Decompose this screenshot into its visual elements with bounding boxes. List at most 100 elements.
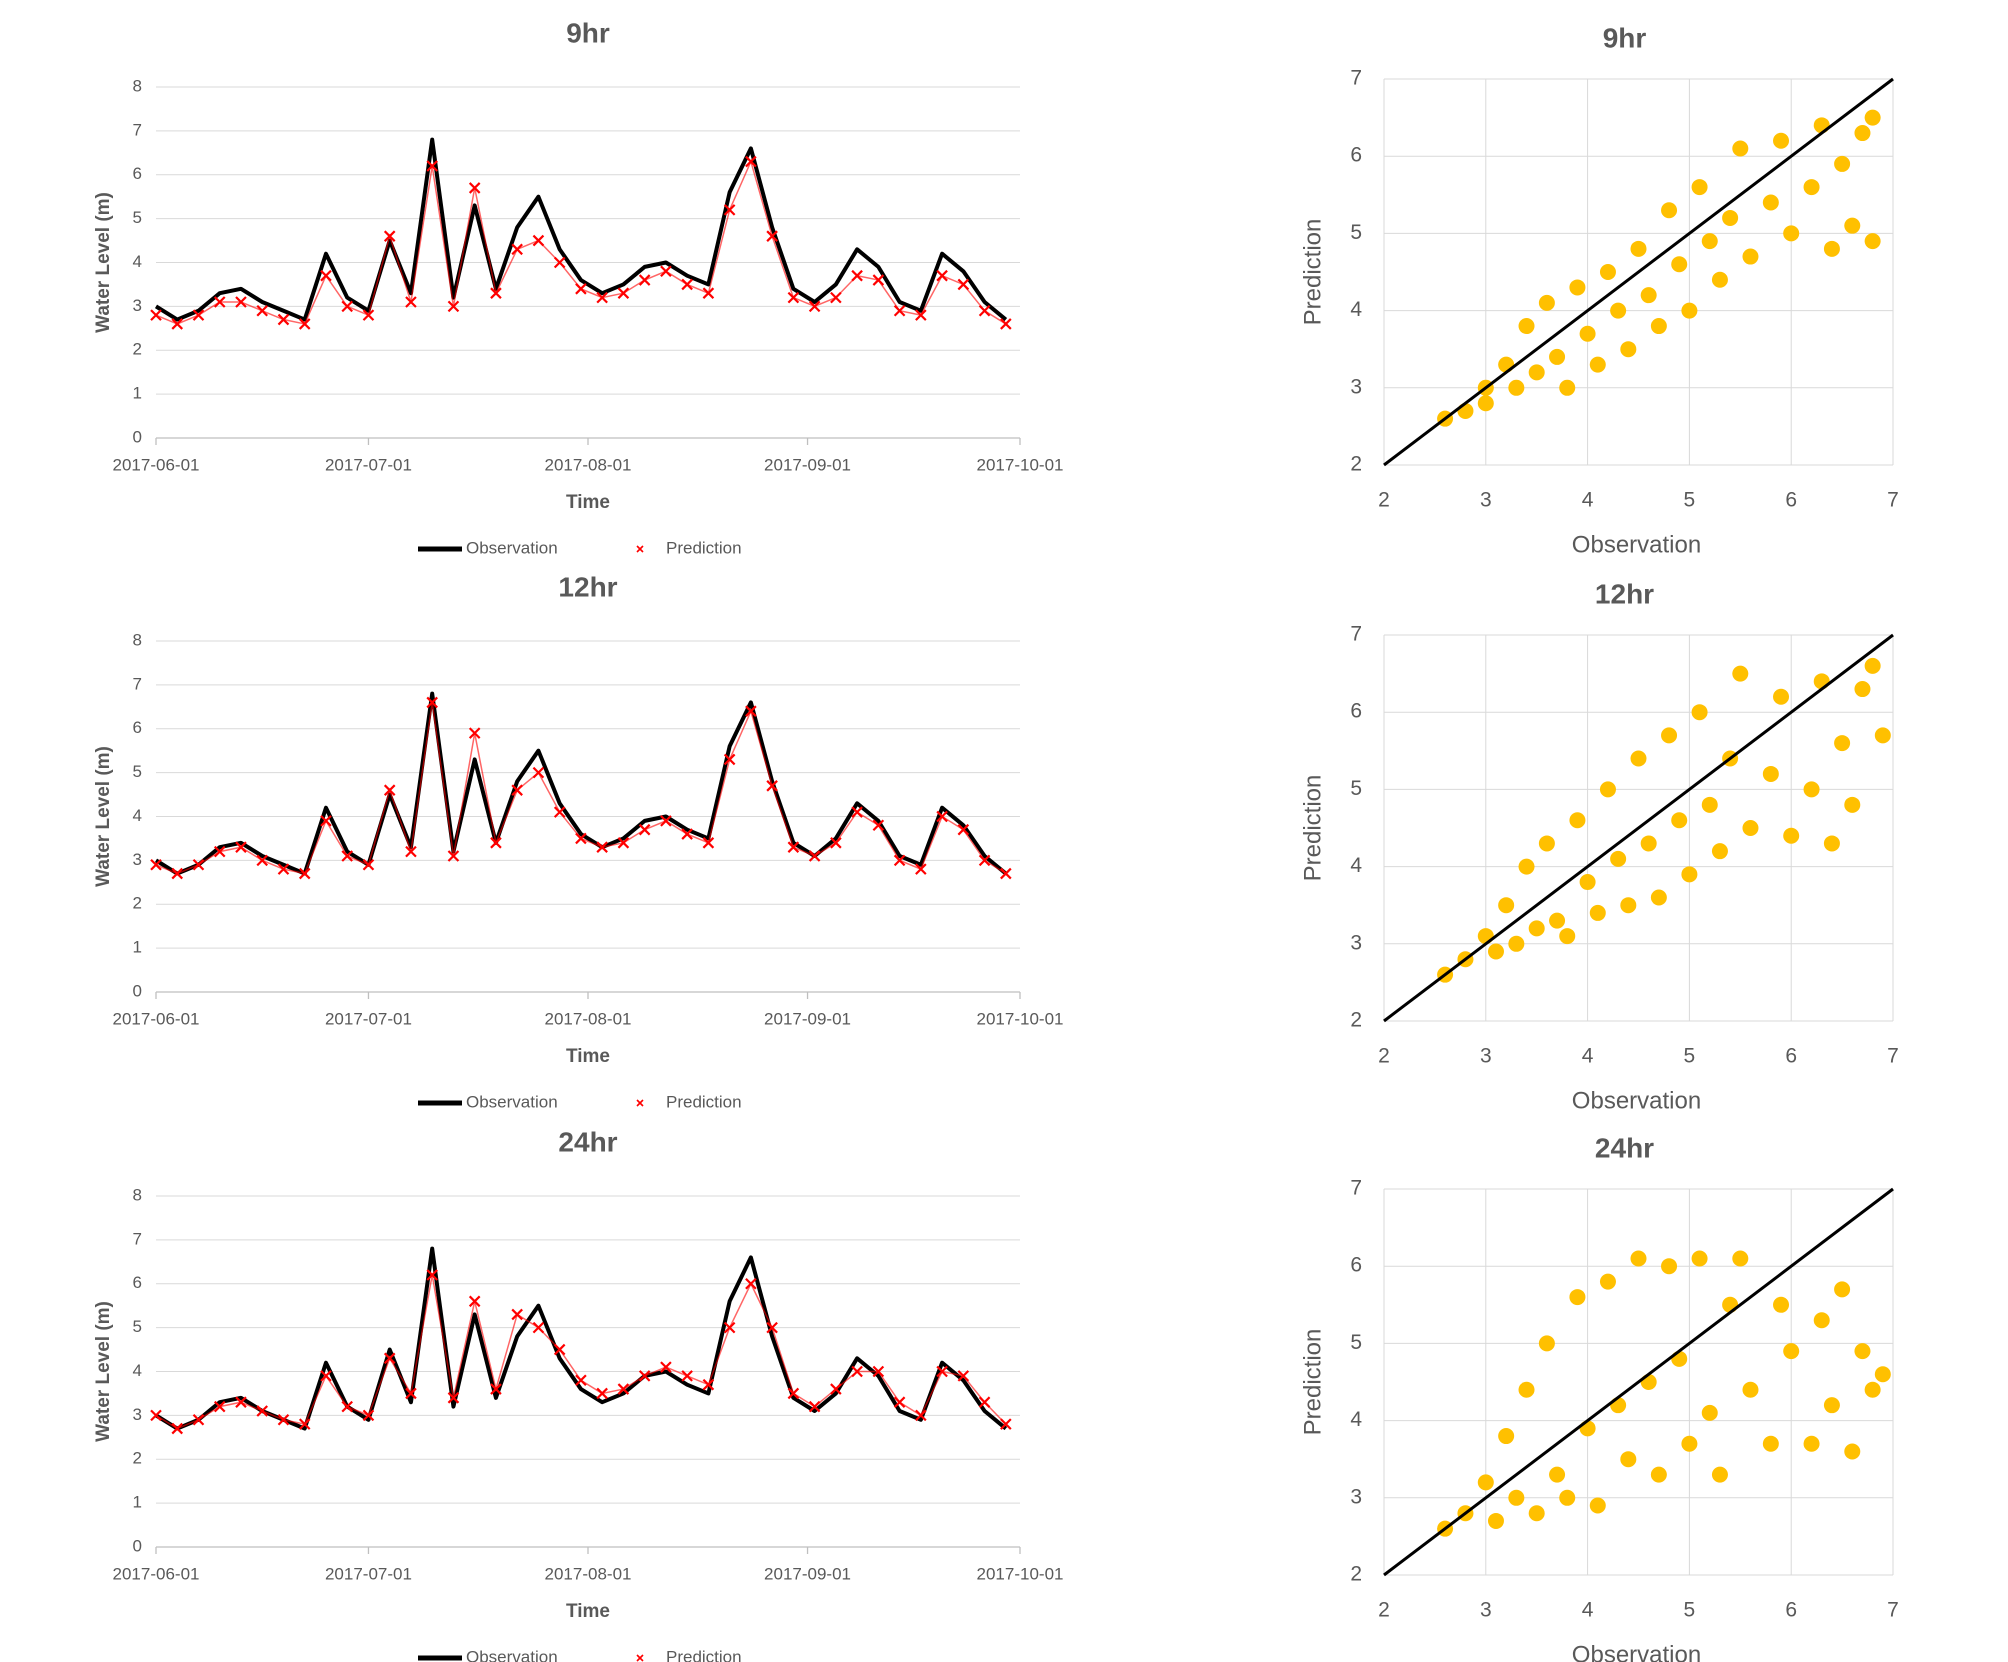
point [1640, 287, 1657, 304]
point [1701, 796, 1718, 813]
legend-label: Observation [466, 1647, 558, 1662]
y-tick-label: 8 [133, 630, 142, 649]
y-axis-title: Water Level (m) [93, 1301, 114, 1442]
point [1773, 688, 1790, 705]
point [1854, 125, 1871, 142]
x-tick-label: 2017-08-01 [545, 1009, 632, 1028]
legend-marker [636, 1654, 644, 1662]
y-tick-label: 7 [133, 1229, 142, 1248]
point [1834, 1281, 1851, 1298]
points [1437, 657, 1891, 983]
x-tick-label: 6 [1785, 489, 1797, 512]
identity-line [1383, 77, 1894, 467]
point [1559, 928, 1576, 945]
point [1773, 1296, 1790, 1313]
x-tick-label: 6 [1785, 1599, 1797, 1622]
point [1661, 1258, 1678, 1275]
point [1732, 1250, 1749, 1267]
x-tick-label: 2017-09-01 [764, 1009, 851, 1028]
point [1742, 820, 1759, 836]
point [1487, 1512, 1504, 1529]
point [1762, 765, 1779, 782]
point [1681, 302, 1698, 319]
point [1620, 897, 1637, 914]
point [1549, 1466, 1566, 1483]
point [1589, 356, 1606, 373]
y-tick-label: 6 [133, 164, 142, 183]
point [1803, 781, 1820, 798]
point [1518, 318, 1535, 335]
point [1661, 727, 1678, 744]
chart-title: 24hr [1595, 1132, 1654, 1163]
y-tick-label: 0 [133, 427, 142, 446]
y-tick-label: 2 [1350, 453, 1362, 476]
point [1569, 812, 1586, 829]
point [1508, 935, 1525, 952]
legend-label: Prediction [666, 1092, 742, 1111]
point [1691, 1250, 1708, 1267]
x-axis-title: Observation [1572, 531, 1701, 558]
prediction-markers [150, 696, 1012, 880]
point [1671, 1350, 1688, 1367]
point [1579, 874, 1596, 891]
points [1437, 109, 1881, 427]
point [1823, 1397, 1840, 1414]
y-tick-label: 1 [133, 1493, 142, 1512]
point [1650, 889, 1667, 906]
x-tick-label: 2017-07-01 [325, 1009, 412, 1028]
prediction-line [155, 1274, 1007, 1430]
point [1783, 225, 1800, 242]
point [1640, 1374, 1657, 1390]
x-tick-label: 2 [1378, 489, 1390, 512]
y-tick-label: 2 [133, 1449, 142, 1468]
point [1803, 1435, 1820, 1452]
y-axis-title: Prediction [1299, 775, 1326, 882]
x-tick-label: 7 [1887, 1045, 1899, 1068]
point [1528, 1505, 1545, 1522]
y-tick-label: 7 [1350, 67, 1362, 90]
point [1579, 1420, 1596, 1437]
chart-title: 12hr [558, 571, 617, 602]
point [1864, 233, 1881, 250]
x-marker [1000, 867, 1012, 880]
point [1691, 179, 1708, 196]
y-axis-title: Prediction [1299, 219, 1326, 326]
point [1569, 279, 1586, 296]
y-tick-label: 6 [1350, 1254, 1362, 1277]
x-tick-label: 4 [1582, 1045, 1594, 1068]
point [1579, 325, 1596, 342]
point [1783, 1343, 1800, 1360]
point [1671, 812, 1688, 829]
point [1691, 704, 1708, 721]
point [1742, 1381, 1759, 1398]
y-tick-label: 4 [133, 252, 142, 271]
y-axis-title: Prediction [1299, 1329, 1326, 1436]
y-tick-label: 7 [1350, 1177, 1362, 1200]
x-axis-title: Time [566, 492, 610, 513]
chart-title: 9hr [566, 17, 610, 48]
x-tick-label: 4 [1582, 489, 1594, 512]
x-tick-label: 2017-10-01 [977, 1009, 1064, 1028]
y-tick-label: 7 [133, 674, 142, 693]
point [1589, 1497, 1606, 1514]
x-tick-label: 5 [1684, 1599, 1696, 1622]
y-tick-label: 4 [133, 1361, 142, 1380]
point [1610, 1397, 1627, 1414]
point [1803, 179, 1820, 196]
point [1813, 117, 1830, 134]
point [1742, 248, 1759, 265]
x-tick-label: 2017-06-01 [113, 1009, 200, 1028]
chart-title: 9hr [1603, 22, 1647, 53]
point [1549, 348, 1566, 365]
y-tick-label: 6 [1350, 700, 1362, 723]
legend-label: Prediction [666, 538, 742, 557]
x-tick-label: 3 [1480, 489, 1492, 512]
point [1549, 912, 1566, 929]
y-tick-label: 4 [1350, 854, 1362, 877]
y-tick-label: 4 [1350, 1408, 1362, 1431]
point [1559, 1489, 1576, 1506]
point [1834, 735, 1851, 752]
point [1844, 796, 1861, 813]
point [1711, 271, 1728, 288]
point [1630, 240, 1647, 257]
